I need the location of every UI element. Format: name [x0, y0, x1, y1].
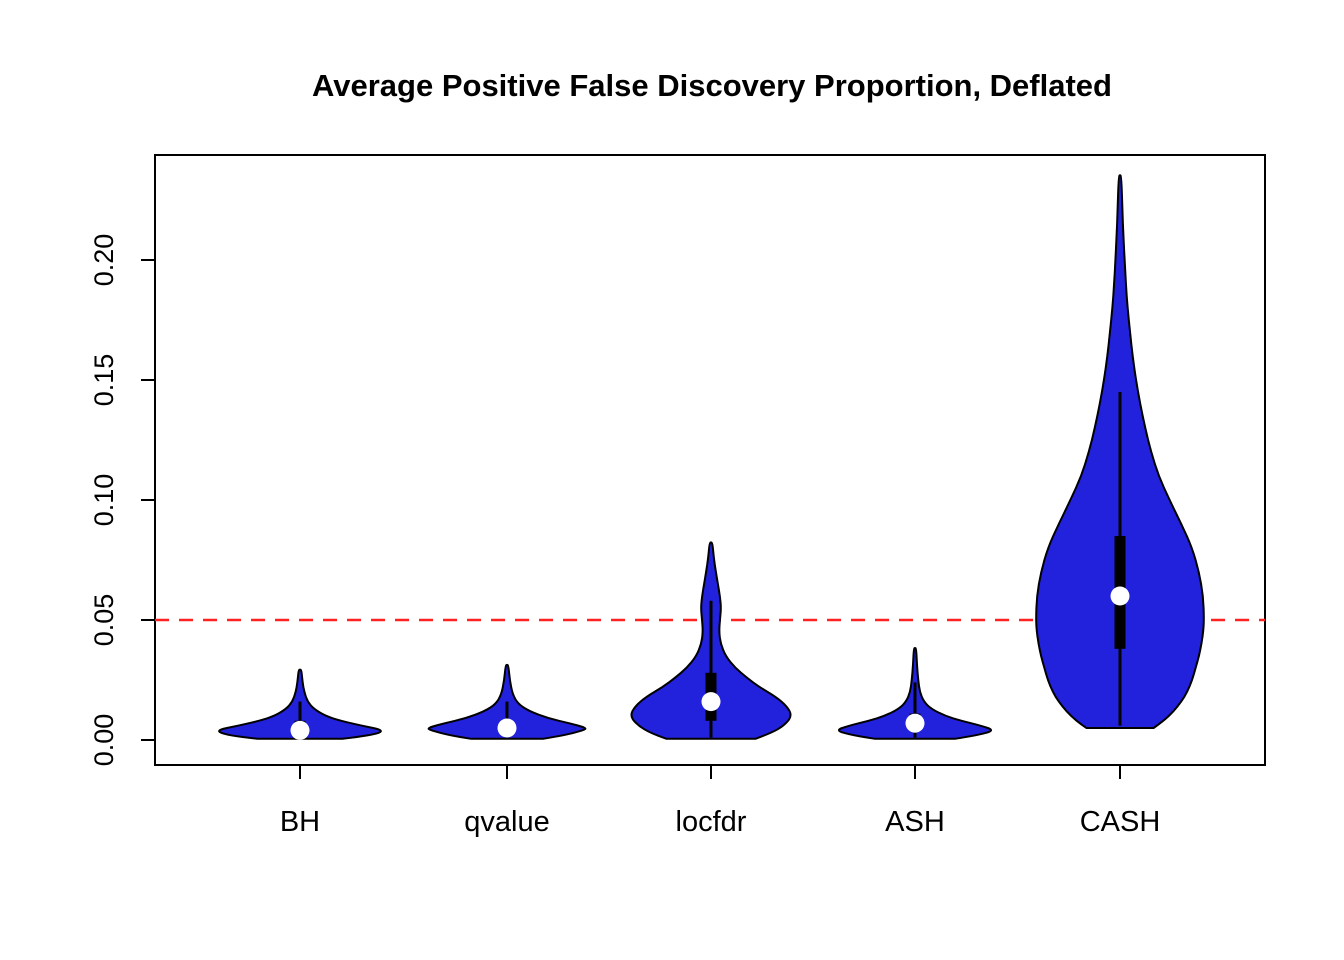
y-axis-tick-label: 0.10: [89, 474, 119, 527]
violin-locfdr: [630, 541, 792, 740]
x-axis-category-label: qvalue: [464, 806, 549, 838]
x-axis-category-label: CASH: [1080, 806, 1161, 838]
median-dot: [905, 713, 925, 733]
y-axis-tick-label: 0.20: [89, 234, 119, 287]
x-axis-category-label: BH: [280, 806, 320, 838]
y-axis-tick-label: 0.15: [89, 354, 119, 407]
violin-bh: [218, 668, 382, 740]
violin-ash: [837, 647, 993, 740]
x-axis-category-label: ASH: [885, 806, 945, 838]
violin-cash: [1035, 174, 1205, 729]
median-dot: [497, 718, 517, 738]
y-axis-tick-label: 0.00: [89, 714, 119, 767]
x-axis-category-label: locfdr: [676, 806, 747, 838]
y-axis-tick-label: 0.05: [89, 594, 119, 647]
median-dot: [1110, 586, 1130, 606]
median-dot: [701, 692, 721, 712]
violin-qvalue: [427, 663, 587, 740]
chart-title: Average Positive False Discovery Proport…: [312, 68, 1112, 103]
median-dot: [290, 720, 310, 740]
